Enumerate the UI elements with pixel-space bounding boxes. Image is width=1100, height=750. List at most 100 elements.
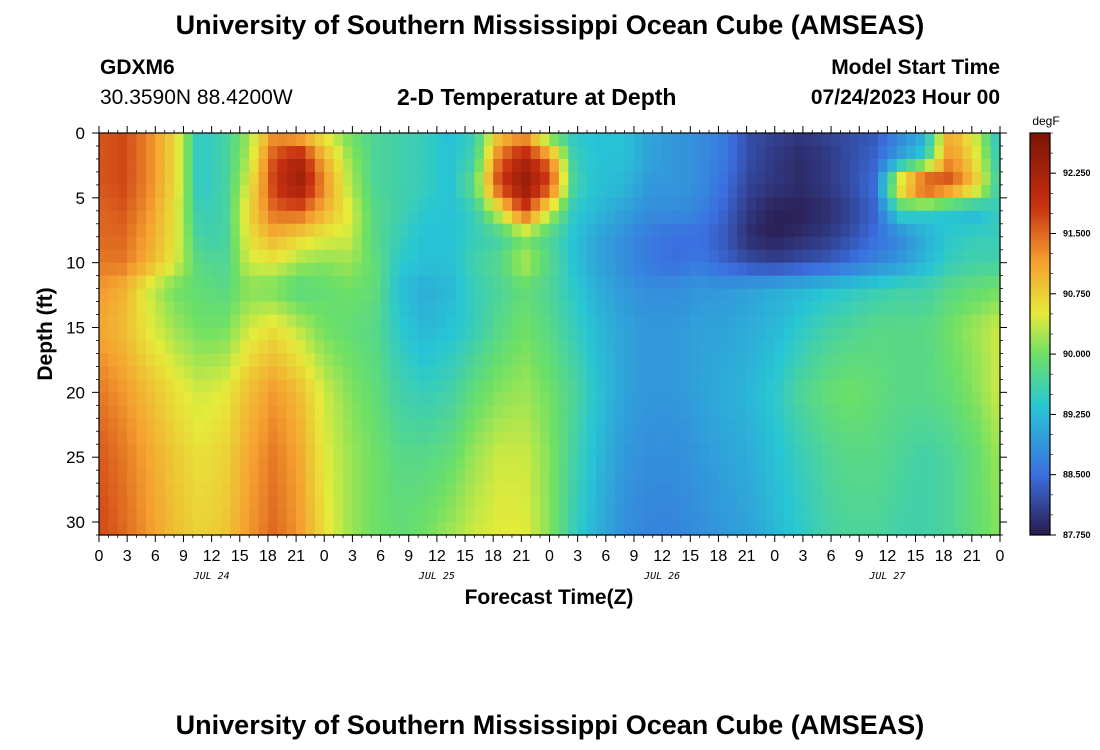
heatmap-cell (971, 509, 982, 523)
heatmap-cell (145, 288, 156, 303)
heatmap-cell (389, 223, 400, 238)
heatmap-cell (286, 288, 297, 303)
heatmap-cell (727, 262, 738, 277)
heatmap-cell (127, 171, 138, 186)
heatmap-cell (671, 431, 682, 445)
x-tick-label: 0 (95, 548, 104, 565)
heatmap-cell (99, 522, 109, 536)
heatmap-cell (577, 236, 588, 251)
heatmap-cell (221, 353, 231, 368)
heatmap-cell (868, 171, 879, 186)
heatmap-cell (108, 457, 119, 471)
heatmap-cell (615, 236, 626, 251)
heatmap-cell (99, 379, 109, 393)
heatmap-cell (671, 184, 682, 199)
heatmap-cell (624, 340, 635, 355)
heatmap-cell (174, 275, 185, 290)
heatmap-cell (831, 288, 842, 303)
heatmap-cell (755, 314, 766, 329)
heatmap-cell (558, 210, 569, 225)
heatmap-cell (493, 314, 504, 329)
heatmap-cell (399, 262, 410, 277)
heatmap-cell (258, 340, 269, 355)
heatmap-cell (924, 483, 935, 497)
heatmap-cell (709, 405, 720, 419)
heatmap-cell (145, 353, 156, 368)
heatmap-cell (465, 353, 476, 368)
heatmap-cell (277, 197, 288, 212)
heatmap-cell (587, 197, 598, 212)
heatmap-cell (267, 236, 278, 251)
heatmap-cell (849, 483, 860, 497)
heatmap-cell (549, 444, 560, 458)
heatmap-cell (230, 340, 241, 355)
heatmap-cell (249, 249, 260, 264)
heatmap-cell (568, 223, 579, 238)
heatmap-cell (624, 392, 635, 406)
heatmap-cell (906, 301, 917, 316)
heatmap-cell (943, 522, 954, 536)
heatmap-cell (802, 184, 813, 199)
heatmap-cell (849, 405, 860, 419)
heatmap-cell (971, 197, 982, 212)
heatmap-cell (249, 158, 260, 173)
heatmap-cell (258, 418, 269, 432)
heatmap-cell (896, 223, 907, 238)
heatmap-cell (662, 236, 673, 251)
heatmap-cell (718, 405, 729, 419)
heatmap-cell (521, 418, 532, 432)
heatmap-cell (755, 405, 766, 419)
heatmap-cell (371, 340, 382, 355)
heatmap-cell (249, 223, 260, 238)
heatmap-cell (249, 171, 260, 186)
heatmap-cell (662, 158, 673, 173)
heatmap-cell (953, 327, 964, 342)
heatmap-cell (680, 405, 691, 419)
heatmap-cell (746, 262, 757, 277)
heatmap-cell (408, 262, 419, 277)
heatmap-cell (117, 366, 128, 380)
heatmap-cell (859, 457, 870, 471)
heatmap-cell (361, 197, 372, 212)
heatmap-cell (737, 431, 748, 445)
heatmap-cell (324, 262, 335, 277)
heatmap-cell (436, 509, 447, 523)
heatmap-cell (371, 353, 382, 368)
heatmap-cell (587, 145, 598, 160)
heatmap-cell (896, 379, 907, 393)
x-tick-label: 6 (827, 548, 836, 565)
heatmap-cell (812, 483, 823, 497)
heatmap-cell (418, 457, 429, 471)
heatmap-cell (192, 314, 203, 329)
heatmap-cell (924, 249, 935, 264)
heatmap-cell (680, 444, 691, 458)
heatmap-cell (192, 197, 203, 212)
heatmap-cell (831, 405, 842, 419)
heatmap-cell (737, 418, 748, 432)
heatmap-cell (746, 314, 757, 329)
heatmap-cell (352, 431, 363, 445)
heatmap-cell (709, 457, 720, 471)
heatmap-cell (840, 197, 851, 212)
heatmap-cell (990, 327, 1001, 342)
heatmap-cell (774, 340, 785, 355)
heatmap-cell (887, 197, 898, 212)
heatmap-cell (643, 145, 654, 160)
heatmap-cell (145, 392, 156, 406)
heatmap-cell (887, 236, 898, 251)
heatmap-cell (943, 145, 954, 160)
heatmap-cell (343, 301, 354, 316)
heatmap-cell (990, 496, 1001, 510)
heatmap-cell (267, 418, 278, 432)
heatmap-cell (971, 431, 982, 445)
heatmap-cell (784, 522, 795, 536)
heatmap-cell (521, 496, 532, 510)
heatmap-cell (540, 509, 551, 523)
heatmap-cell (699, 392, 710, 406)
heatmap-cell (802, 496, 813, 510)
heatmap-cell (465, 431, 476, 445)
heatmap-cell (305, 145, 316, 160)
heatmap-cell (718, 223, 729, 238)
heatmap-cell (267, 509, 278, 523)
heatmap-cell (164, 457, 175, 471)
